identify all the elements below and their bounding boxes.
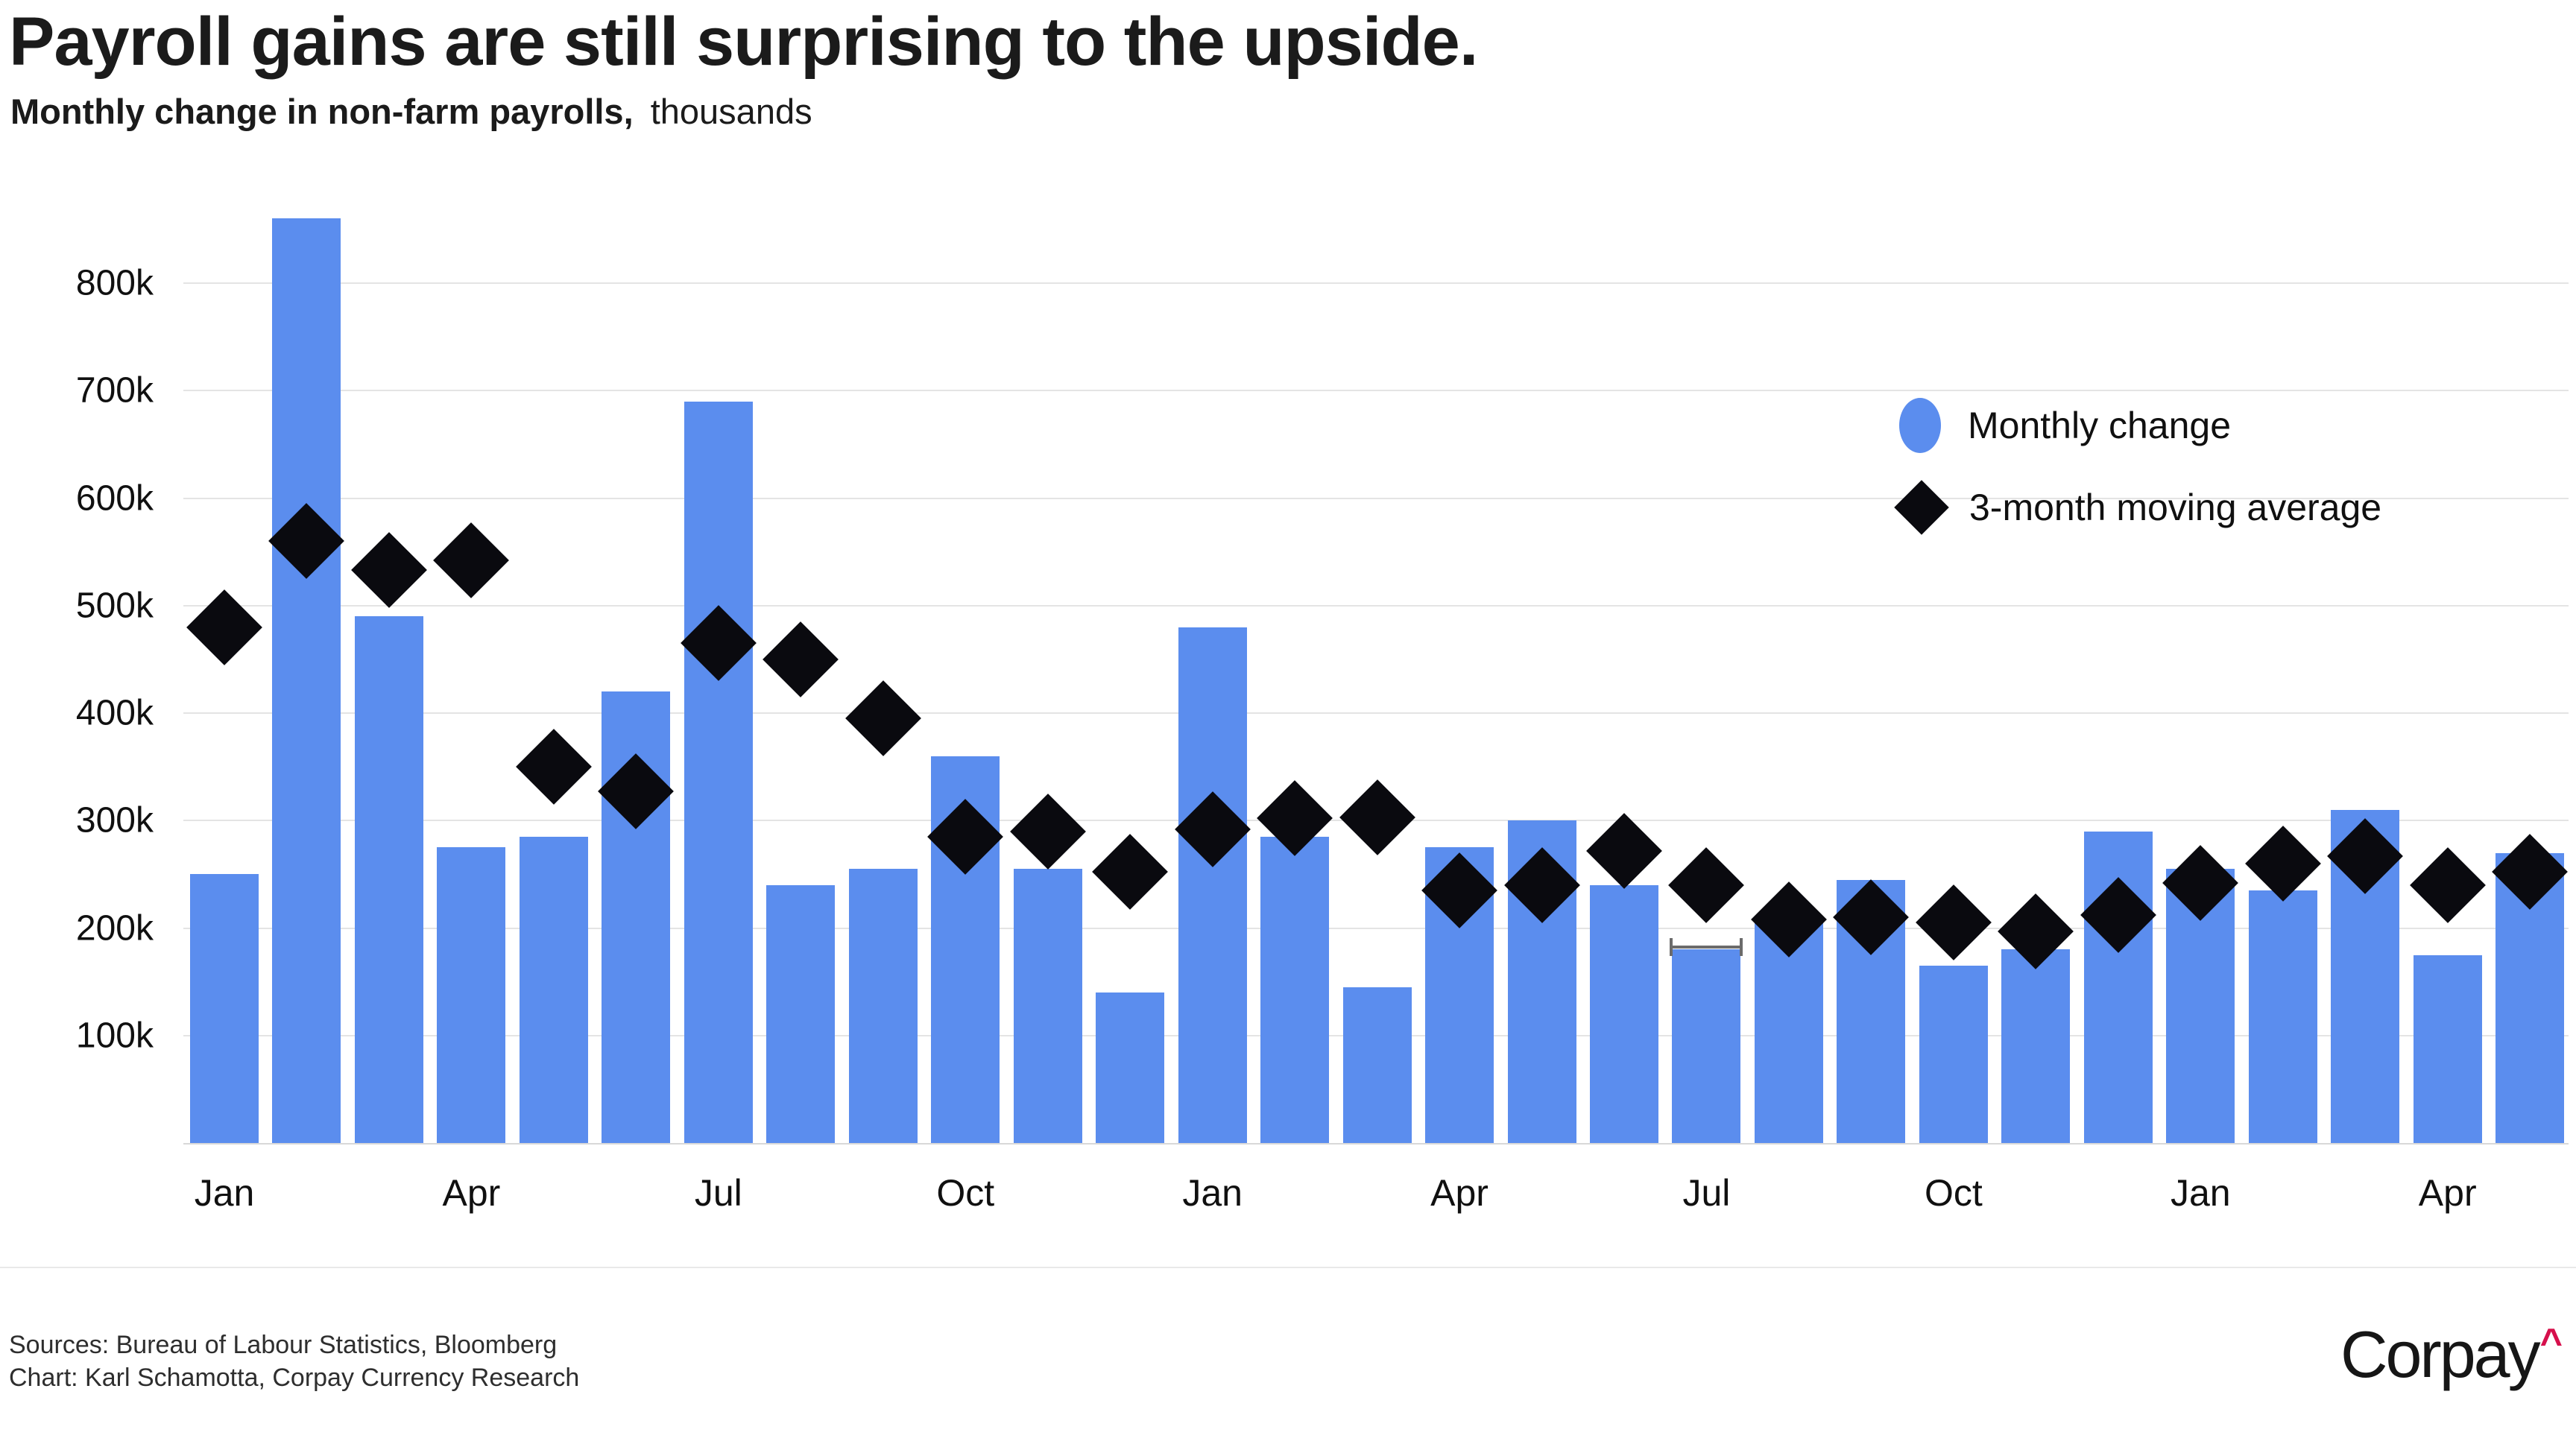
chart-credit: Chart: Karl Schamotta, Corpay Currency R…: [9, 1364, 580, 1392]
chart-legend: Monthly change 3-month moving average: [1894, 398, 2382, 562]
moving-average-diamond: [2409, 846, 2486, 923]
gridline: [183, 712, 2569, 714]
bar: [272, 218, 341, 1143]
moving-average-diamond: [186, 589, 262, 665]
bar: [2413, 954, 2482, 1143]
bar: [1096, 992, 1165, 1143]
moving-average-diamond: [1009, 793, 1086, 870]
x-tick-label: Jul: [694, 1172, 742, 1214]
gridline: [183, 282, 2569, 284]
bracket-part: [1670, 946, 1743, 949]
bracket-part: [1740, 938, 1743, 957]
revision-bracket-marker: [1670, 938, 1743, 957]
y-tick-label: 800k: [75, 263, 154, 303]
moving-average-diamond: [845, 680, 921, 757]
y-tick-label: 300k: [75, 800, 154, 840]
x-axis-line: [183, 1143, 2569, 1145]
bar: [1260, 836, 1330, 1143]
bar: [437, 847, 506, 1143]
bar: [848, 869, 918, 1143]
page-title: Payroll gains are still surprising to th…: [9, 4, 1478, 80]
moving-average-diamond: [1668, 846, 1745, 923]
x-tick-label: Apr: [442, 1172, 501, 1214]
moving-average-diamond: [763, 621, 839, 697]
y-tick-label: 400k: [75, 693, 154, 733]
bar: [1342, 987, 1412, 1143]
page-subtitle: Monthly change in non-farm payrolls, tho…: [10, 91, 812, 132]
bar: [1589, 884, 1658, 1143]
legend-item-monthly-change: Monthly change: [1899, 398, 2381, 453]
bar: [1672, 949, 1741, 1143]
footer-divider: [0, 1267, 2576, 1268]
x-tick-label: Jan: [1182, 1172, 1243, 1214]
bar: [766, 884, 836, 1143]
moving-average-diamond: [1092, 834, 1169, 911]
legend-item-moving-average: 3-month moving average: [1894, 480, 2382, 535]
bar: [190, 874, 259, 1143]
gridline: [183, 497, 2569, 499]
bar: [1178, 627, 1247, 1143]
legend-label: 3-month moving average: [1969, 487, 2382, 528]
x-tick-label: Oct: [936, 1172, 995, 1214]
legend-diamond-swatch: [1894, 480, 1949, 535]
y-tick-label: 500k: [75, 586, 154, 626]
moving-average-diamond: [1339, 779, 1415, 855]
bracket-part: [1670, 938, 1673, 957]
x-tick-label: Jan: [2170, 1172, 2231, 1214]
x-tick-label: Apr: [1430, 1172, 1489, 1214]
moving-average-diamond: [351, 532, 427, 609]
y-tick-label: 700k: [75, 370, 154, 411]
subtitle-unit: thousands: [650, 92, 812, 131]
corpay-logo: Corpay ^: [2340, 1322, 2563, 1387]
sources-note: Sources: Bureau of Labour Statistics, Bl…: [9, 1331, 558, 1359]
corpay-caret-icon: ^: [2539, 1321, 2563, 1364]
bar: [684, 401, 753, 1143]
x-tick-label: Jan: [194, 1172, 255, 1214]
subtitle-main: Monthly change in non-farm payrolls,: [10, 92, 634, 131]
bar: [1919, 965, 1988, 1143]
bar: [1754, 922, 1823, 1143]
bar: [354, 616, 423, 1143]
legend-label: Monthly change: [1968, 405, 2232, 446]
legend-circle-swatch: [1899, 398, 1941, 453]
gridline: [183, 390, 2569, 392]
x-tick-label: Jul: [1682, 1172, 1731, 1214]
y-tick-label: 600k: [75, 478, 154, 518]
moving-average-diamond: [515, 729, 592, 805]
moving-average-diamond: [433, 522, 510, 599]
y-tick-label: 100k: [75, 1016, 154, 1056]
bar: [2248, 890, 2317, 1143]
bar: [519, 836, 588, 1143]
gridline: [183, 604, 2569, 607]
x-tick-label: Apr: [2418, 1172, 2477, 1214]
x-tick-label: Oct: [1924, 1172, 1983, 1214]
bar: [1013, 869, 1082, 1143]
corpay-logo-text: Corpay: [2340, 1317, 2541, 1391]
moving-average-diamond: [1915, 884, 1992, 961]
gridline: [183, 927, 2569, 929]
bar: [2001, 949, 2071, 1143]
y-tick-label: 200k: [75, 908, 154, 948]
moving-average-diamond: [1586, 812, 1662, 889]
